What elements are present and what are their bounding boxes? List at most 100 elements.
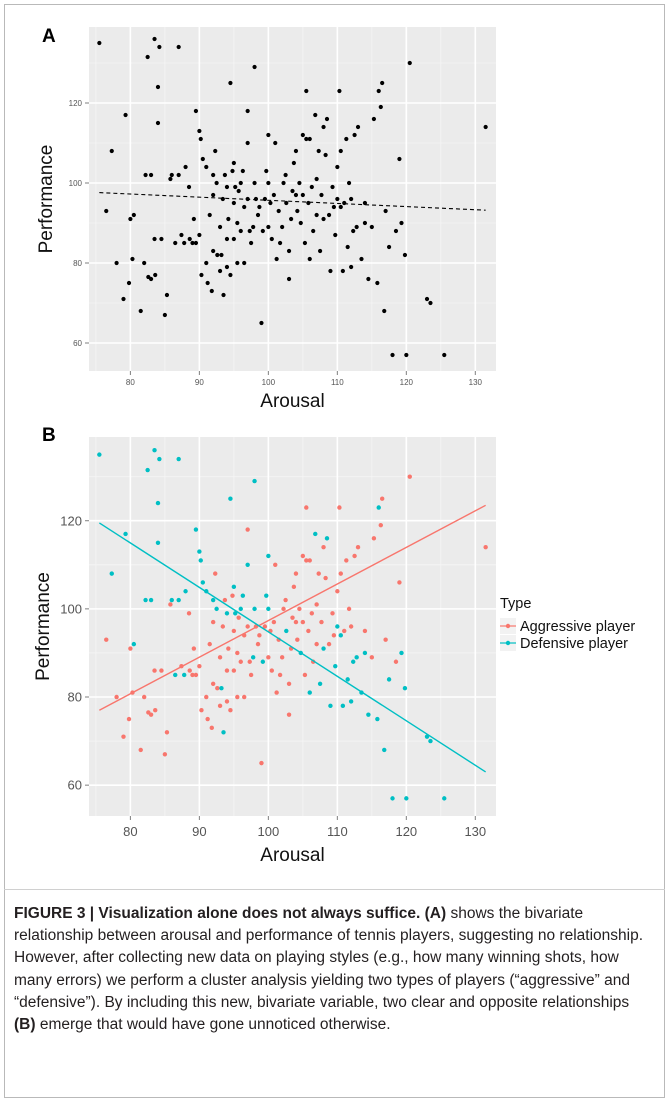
data-point bbox=[328, 268, 333, 274]
data-point bbox=[290, 188, 295, 194]
aggressive-data-point bbox=[355, 544, 361, 550]
data-point bbox=[359, 256, 364, 262]
data-point bbox=[386, 244, 392, 250]
data-point bbox=[286, 248, 292, 254]
defensive-data-point bbox=[183, 589, 188, 594]
data-point bbox=[155, 120, 161, 126]
data-point bbox=[428, 300, 433, 306]
aggressive-data-point bbox=[228, 708, 233, 713]
data-point bbox=[375, 280, 380, 286]
data-point bbox=[245, 140, 250, 146]
aggressive-data-point bbox=[114, 694, 119, 700]
defensive-data-point bbox=[157, 456, 162, 462]
aggressive-data-point bbox=[217, 655, 223, 660]
aggressive-data-point bbox=[383, 637, 388, 642]
defensive-data-point bbox=[376, 505, 381, 510]
defensive-data-point bbox=[224, 611, 230, 616]
data-point bbox=[397, 156, 402, 162]
data-point bbox=[242, 204, 247, 210]
data-point bbox=[314, 176, 319, 182]
data-point bbox=[393, 228, 399, 234]
data-point bbox=[226, 216, 231, 222]
y-tick-label: 80 bbox=[68, 690, 82, 705]
data-point bbox=[169, 172, 174, 178]
data-point bbox=[297, 180, 302, 186]
data-point bbox=[213, 148, 218, 154]
x-tick-label: 100 bbox=[262, 378, 276, 387]
aggressive-data-point bbox=[344, 558, 349, 563]
defensive-data-point bbox=[375, 716, 380, 722]
aggressive-data-point bbox=[231, 628, 237, 634]
aggressive-data-point bbox=[346, 606, 352, 612]
data-point bbox=[304, 136, 309, 142]
data-point bbox=[252, 64, 257, 70]
data-point bbox=[224, 184, 230, 190]
aggressive-data-point bbox=[190, 672, 195, 678]
data-point bbox=[442, 352, 447, 358]
aggressive-data-point bbox=[236, 615, 241, 620]
data-point bbox=[268, 200, 273, 206]
data-point bbox=[273, 140, 278, 146]
defensive-data-point bbox=[404, 796, 409, 801]
data-point bbox=[257, 204, 262, 210]
data-point bbox=[228, 272, 233, 278]
data-point bbox=[240, 168, 245, 174]
data-point bbox=[152, 236, 157, 242]
data-point bbox=[281, 180, 286, 186]
plot-background bbox=[89, 27, 496, 371]
data-point bbox=[314, 212, 319, 218]
aggressive-data-point bbox=[224, 699, 230, 704]
defensive-data-point bbox=[348, 699, 354, 704]
aggressive-data-point bbox=[141, 694, 147, 700]
data-point bbox=[264, 168, 269, 174]
data-point bbox=[123, 112, 128, 118]
data-point bbox=[164, 292, 170, 298]
defensive-data-point bbox=[252, 478, 257, 484]
data-point bbox=[352, 132, 357, 138]
x-tick-label: 130 bbox=[464, 824, 486, 839]
data-point bbox=[224, 236, 230, 242]
aggressive-data-point bbox=[187, 668, 192, 673]
data-point bbox=[266, 132, 271, 138]
aggressive-data-point bbox=[335, 589, 340, 594]
defensive-data-point bbox=[152, 448, 157, 453]
data-point bbox=[207, 212, 212, 218]
caption-a-ref: (A) bbox=[424, 905, 447, 922]
aggressive-data-point bbox=[231, 668, 237, 673]
plot-background bbox=[89, 437, 496, 816]
caption-b-ref: (B) bbox=[14, 1016, 36, 1034]
data-point bbox=[269, 236, 274, 242]
aggressive-data-point bbox=[209, 725, 214, 731]
defensive-data-point bbox=[233, 611, 238, 616]
data-point bbox=[483, 124, 488, 130]
defensive-data-point bbox=[219, 685, 224, 691]
data-point bbox=[211, 172, 216, 178]
aggressive-data-point bbox=[193, 672, 199, 678]
aggressive-data-point bbox=[293, 619, 299, 625]
data-point bbox=[249, 240, 254, 246]
data-point bbox=[390, 352, 395, 358]
defensive-data-point bbox=[193, 527, 199, 532]
data-point bbox=[378, 104, 383, 110]
data-point bbox=[217, 224, 223, 230]
defensive-data-point bbox=[338, 633, 343, 638]
defensive-data-point bbox=[109, 571, 114, 576]
aggressive-data-point bbox=[352, 553, 357, 559]
aggressive-data-point bbox=[262, 624, 268, 629]
data-point bbox=[402, 252, 408, 258]
data-point bbox=[191, 216, 196, 222]
defensive-data-point bbox=[366, 712, 371, 717]
defensive-data-point bbox=[340, 703, 346, 709]
data-point bbox=[104, 208, 109, 214]
data-point bbox=[311, 228, 316, 234]
aggressive-data-point bbox=[326, 641, 332, 647]
aggressive-data-point bbox=[362, 628, 368, 634]
data-point bbox=[404, 352, 409, 358]
data-point bbox=[362, 200, 368, 206]
aggressive-data-point bbox=[342, 628, 347, 634]
aggressive-data-point bbox=[153, 708, 158, 713]
aggressive-data-point bbox=[306, 628, 311, 634]
aggressive-data-point bbox=[159, 668, 164, 673]
data-point bbox=[399, 220, 404, 226]
aggressive-data-point bbox=[235, 694, 240, 700]
